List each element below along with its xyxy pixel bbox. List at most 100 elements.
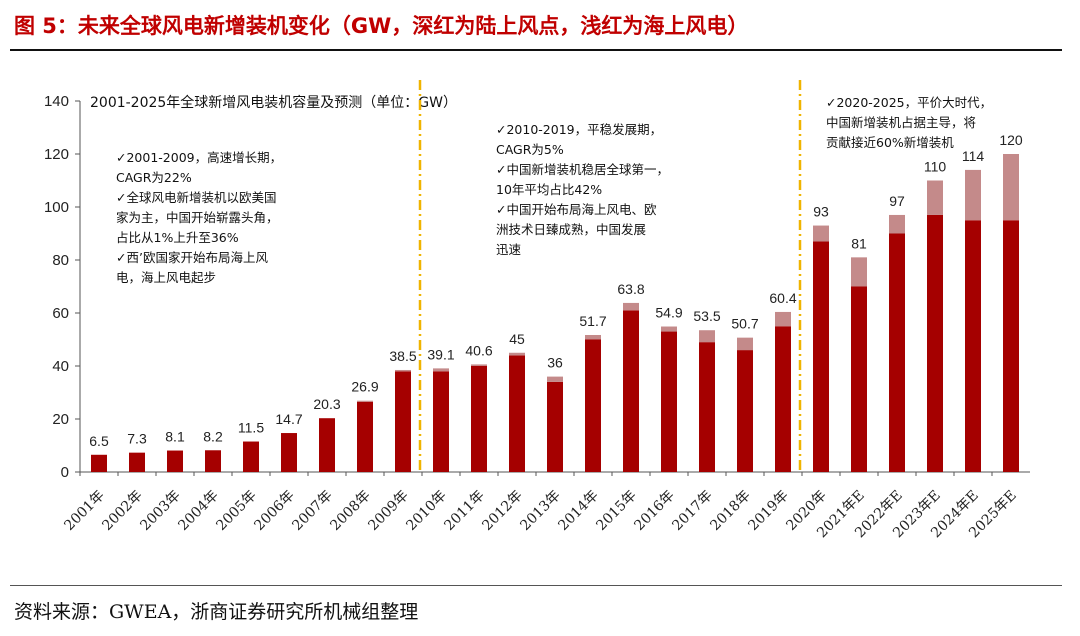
x-tick-label: 2016年	[631, 488, 677, 534]
bar-onshore	[737, 350, 753, 472]
annotation-line: CAGR为5%	[496, 142, 564, 157]
x-tick-label: 2009年	[365, 488, 411, 534]
bar-offshore	[509, 352, 525, 356]
data-label: 39.1	[427, 346, 454, 362]
bar-onshore	[281, 433, 297, 472]
x-tick-label: 2002年	[99, 488, 145, 534]
source-note: 资料来源：GWEA，浙商证券研究所机械组整理	[14, 601, 419, 623]
x-tick-label: 2013年	[517, 488, 563, 534]
bar-onshore	[585, 339, 601, 472]
annotation-line: 迅速	[496, 242, 522, 257]
data-label: 38.5	[389, 348, 416, 364]
data-label: 26.9	[351, 379, 378, 395]
bar-onshore	[319, 418, 335, 472]
data-label: 114	[962, 148, 985, 164]
bar-onshore	[927, 214, 943, 472]
x-tick-label: 2014年	[555, 488, 601, 534]
bar-onshore	[699, 342, 715, 472]
data-label: 53.5	[693, 308, 720, 324]
data-label: 63.8	[617, 281, 644, 297]
bar-onshore	[661, 331, 677, 472]
data-label: 120	[999, 132, 1023, 148]
bar-onshore	[775, 326, 791, 472]
x-tick-label: 2019年	[745, 488, 791, 534]
bar-offshore	[357, 400, 373, 402]
bar-onshore	[889, 233, 905, 472]
bar-onshore	[91, 454, 107, 472]
bar-onshore	[1003, 220, 1019, 472]
data-label: 40.6	[465, 342, 492, 358]
annotation-line: 洲技术日臻成熟，中国发展	[496, 222, 647, 237]
annotation-line: 家为主，中国开始崭露头角，	[116, 210, 279, 225]
bar-onshore	[623, 310, 639, 472]
annotation-line: 电，海上风电起步	[116, 270, 217, 285]
bar-offshore	[737, 337, 753, 351]
data-label: 51.7	[579, 313, 606, 329]
bar-offshore	[395, 369, 411, 372]
annotation-line: ✓西’欧国家开始布局海上风	[116, 250, 268, 265]
x-tick-label: 2004年	[175, 488, 221, 534]
annotation-2001-2009: ✓2001-2009，高速增长期， CAGR为22% ✓全球风电新增装机以欧美国 家为…	[116, 148, 282, 288]
data-label: 60.4	[769, 290, 796, 306]
x-tick-label: 2012年	[479, 488, 525, 534]
bar-onshore	[167, 450, 183, 472]
bar-onshore	[129, 452, 145, 472]
bar-offshore	[585, 334, 601, 340]
annotation-line: 占比从1%上升至36%	[116, 230, 239, 245]
annotation-line: ✓2001-2009，高速增长期，	[116, 150, 283, 165]
data-label: 93	[813, 204, 829, 220]
bar-offshore	[661, 326, 677, 332]
bar-offshore	[889, 214, 905, 234]
x-tick-label: 2006年	[251, 488, 297, 534]
bar-onshore	[965, 220, 981, 472]
annotation-line: ✓中国开始布局海上风电、欧	[496, 202, 657, 217]
x-tick-label: 2010年	[403, 488, 449, 534]
x-tick-label: 2008年	[327, 488, 373, 534]
annotation-line: ✓2020-2025，平价大时代，	[826, 95, 993, 110]
data-label: 54.9	[655, 305, 682, 321]
data-label: 110	[924, 159, 947, 175]
bar-onshore	[205, 450, 221, 472]
x-tick-label: 2017年	[669, 488, 715, 534]
bar-onshore	[851, 286, 867, 472]
y-tick-label: 140	[44, 93, 69, 110]
y-tick-label: 40	[52, 358, 69, 375]
bar-onshore	[357, 401, 373, 472]
bar-offshore	[851, 257, 867, 287]
annotation-line: 10年平均占比42%	[496, 182, 603, 197]
data-label: 6.5	[89, 433, 109, 449]
bar-onshore	[471, 366, 487, 472]
bar-offshore	[471, 364, 487, 366]
y-tick-label: 0	[61, 464, 69, 481]
bar-onshore	[813, 241, 829, 472]
bar-onshore	[509, 355, 525, 472]
bar-offshore	[813, 225, 829, 242]
data-label: 50.7	[731, 316, 758, 332]
y-tick-label: 60	[52, 305, 69, 322]
data-label: 8.2	[203, 428, 223, 444]
bar-onshore	[433, 371, 449, 472]
data-label: 97	[889, 193, 905, 209]
data-label: 45	[509, 331, 525, 347]
bar-onshore	[395, 371, 411, 472]
bar-onshore	[243, 441, 259, 472]
bar-onshore	[547, 381, 563, 472]
annotation-line: ✓全球风电新增装机以欧美国	[116, 190, 277, 205]
data-label: 14.7	[275, 411, 302, 427]
bar-offshore	[775, 311, 791, 327]
bar-offshore	[623, 302, 639, 311]
y-tick-label: 80	[52, 252, 69, 269]
source-rule	[10, 585, 1062, 586]
y-tick-label: 20	[52, 411, 69, 428]
data-label: 20.3	[313, 396, 340, 412]
figure-title: 图 5：未来全球风电新增装机变化（GW，深红为陆上风点，浅红为海上风电）	[14, 14, 749, 38]
title-rule	[10, 49, 1062, 51]
data-label: 11.5	[238, 420, 264, 436]
annotation-2020-2025: ✓2020-2025，平价大时代， 中国新增装机占据主导，将 贡献接近60%新增装机	[826, 93, 992, 153]
bar-offshore	[547, 376, 563, 382]
bar-offshore	[965, 169, 981, 221]
bar-offshore	[433, 368, 449, 372]
x-tick-label: 2007年	[289, 488, 335, 534]
y-tick-label: 120	[44, 146, 69, 163]
data-label: 7.3	[127, 431, 147, 447]
